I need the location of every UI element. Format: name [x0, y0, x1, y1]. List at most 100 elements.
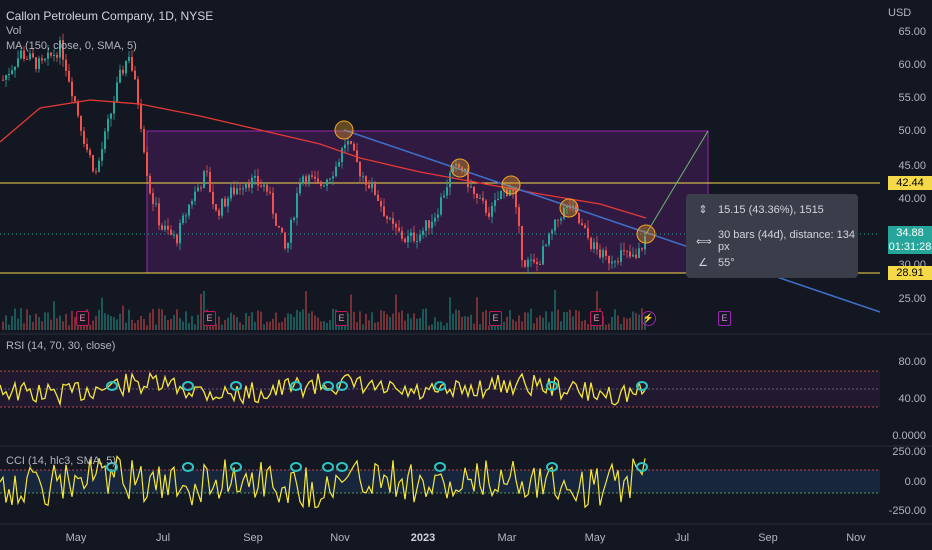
candle-body: [179, 223, 181, 244]
candle-body: [497, 199, 499, 201]
candle-body: [434, 217, 436, 222]
candle-body: [146, 152, 148, 176]
price-zone-rectangle[interactable]: [146, 130, 709, 274]
volume-bar: [116, 319, 118, 330]
volume-bar: [14, 308, 16, 330]
candle-body: [365, 176, 367, 185]
candle-body: [23, 50, 25, 59]
volume-bar: [155, 324, 157, 330]
candle-body: [629, 251, 631, 257]
rsi-highlight-marks: [106, 381, 648, 391]
candle-body: [266, 184, 268, 192]
earnings-event-icon[interactable]: E: [76, 311, 89, 326]
volume-bar: [464, 316, 466, 330]
candle-body: [53, 54, 55, 56]
price-change-text: 15.15 (43.36%), 1515: [718, 203, 824, 216]
volume-bar: [224, 320, 226, 330]
volume-bar: [179, 318, 181, 330]
candle-body: [134, 70, 136, 80]
volume-bar: [407, 313, 409, 330]
volume-label[interactable]: Vol: [6, 25, 22, 37]
volume-bar: [89, 324, 91, 330]
volume-bar: [71, 310, 73, 330]
volume-bar: [542, 317, 544, 330]
volume-bar: [227, 317, 229, 330]
rsi-highlight-mark: [636, 381, 648, 391]
volume-bar: [2, 321, 4, 330]
candle-body: [380, 201, 382, 207]
earnings-event-icon[interactable]: E: [203, 311, 216, 326]
volume-bar: [98, 309, 100, 330]
volume-bar: [548, 322, 550, 330]
candle-body: [389, 218, 391, 220]
candle-body: [74, 96, 76, 102]
earnings-event-icon[interactable]: E: [590, 311, 603, 326]
candle-body: [518, 207, 520, 227]
candle-body: [590, 237, 592, 249]
candle-body: [347, 141, 349, 145]
volume-bar: [125, 322, 127, 330]
candle-body: [206, 171, 208, 173]
candle-body: [608, 256, 610, 264]
cci-highlight-mark: [106, 462, 118, 472]
volume-bar: [197, 314, 199, 330]
candle-body: [314, 176, 316, 179]
volume-bar: [635, 313, 637, 330]
split-event-icon[interactable]: ⚡: [641, 311, 656, 326]
volume-bar: [260, 311, 262, 330]
candle-body: [140, 104, 142, 129]
symbol-title[interactable]: Callon Petroleum Company, 1D, NYSE: [6, 9, 214, 23]
candle-body: [257, 176, 259, 186]
candle-body: [77, 101, 79, 116]
volume-bar: [389, 316, 391, 330]
rsi-label[interactable]: RSI (14, 70, 30, close): [6, 340, 116, 352]
candle-body: [605, 250, 607, 257]
volume-bar: [302, 309, 304, 330]
earnings-event-icon[interactable]: E: [489, 311, 502, 326]
candle-body: [545, 244, 547, 247]
candle-body: [524, 260, 526, 267]
volume-bar: [611, 317, 613, 330]
volume-bar: [560, 321, 562, 330]
candle-body: [422, 230, 424, 235]
volume-bar: [131, 319, 133, 330]
cci-band: [0, 470, 880, 493]
candle-body: [212, 191, 214, 205]
candle-body: [368, 184, 370, 189]
cci-label[interactable]: CCI (14, hlc3, SMA, 5): [6, 455, 117, 467]
earnings-event-icon[interactable]: E: [335, 311, 348, 326]
candle-body: [461, 167, 463, 171]
candle-body: [5, 75, 7, 80]
volume-bar: [524, 312, 526, 330]
projection-line[interactable]: [645, 130, 709, 235]
candle-body: [101, 149, 103, 161]
candle-body: [482, 197, 484, 201]
volume-bar: [23, 323, 25, 330]
volume-bar: [44, 312, 46, 330]
volume-bar: [434, 317, 436, 330]
volume-bar: [110, 316, 112, 330]
candle-body: [509, 190, 511, 196]
price-range-icon: ⇕: [698, 204, 708, 216]
volume-bar: [176, 309, 178, 330]
earnings-event-icon[interactable]: E: [718, 311, 731, 326]
volume-bar: [563, 312, 565, 330]
volume-bar: [395, 294, 397, 330]
trendline[interactable]: [343, 129, 881, 313]
volume-bar: [233, 314, 235, 330]
ma-label[interactable]: MA (150, close, 0, SMA, 5): [6, 40, 137, 52]
volume-bar: [566, 312, 568, 330]
cci-highlight-marks: [106, 462, 648, 472]
candle-body: [554, 219, 556, 231]
touch-point-circle: [559, 198, 579, 218]
candle-body: [17, 58, 19, 67]
angle-icon: ∠: [698, 257, 708, 269]
volume-bar: [377, 321, 379, 330]
candle-body: [104, 131, 106, 150]
volume-bar: [230, 312, 232, 330]
candle-body: [443, 195, 445, 198]
volume-bar: [137, 320, 139, 330]
cci-highlight-mark: [434, 462, 446, 472]
cci-highlight-mark: [322, 462, 334, 472]
